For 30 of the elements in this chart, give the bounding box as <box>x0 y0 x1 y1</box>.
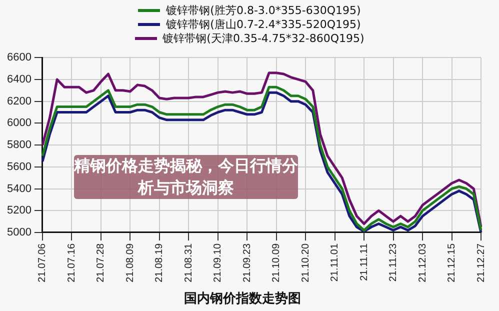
x-tick-label: 21.08.09 <box>124 243 136 282</box>
x-tick-label: 21.11.11 <box>358 243 370 281</box>
x-tick-label: 21.12.03 <box>417 243 428 282</box>
y-tick-label: 6400 <box>6 73 32 86</box>
x-tick-label: 21.07.06 <box>37 243 48 282</box>
x-tick-label: 21.09.23 <box>242 243 253 282</box>
legend-label: 镀锌带钢(胜芳0.8-3.0*355-630Q195) <box>166 2 361 18</box>
y-tick-label: 5800 <box>6 139 32 152</box>
annotation: 精钢价格走势揭秘，今日行情分析与市场洞察 <box>74 155 298 199</box>
y-tick-label: 5600 <box>6 160 32 173</box>
y-tick-label: 6200 <box>6 95 32 108</box>
x-tick-label: 21.08.31 <box>183 243 194 282</box>
y-tick-label: 5400 <box>6 182 32 195</box>
x-tick-label: 21.11.23 <box>388 243 400 282</box>
x-tick-label: 21.08.19 <box>154 243 166 282</box>
x-tick-label: 21.11.01 <box>330 243 341 282</box>
y-tick-label: 6000 <box>6 117 32 130</box>
y-tick-label: 6600 <box>6 52 32 64</box>
x-tick-label: 21.07.28 <box>96 243 107 282</box>
x-tick-label: 21.10.20 <box>300 243 312 282</box>
x-tick-label: 21.07.16 <box>66 243 78 282</box>
x-tick-label: 21.12.27 <box>476 243 487 282</box>
x-tick-label: 21.09.10 <box>212 243 224 282</box>
x-tick-label: 21.12.15 <box>446 243 458 282</box>
legend-label: 镀锌带钢(唐山0.7-2.4*335-520Q195) <box>166 16 361 32</box>
x-tick-label: 21.10.09 <box>271 243 282 282</box>
text: 国内钢价指数走势图 <box>184 290 301 307</box>
y-tick-label: 5000 <box>6 226 32 239</box>
legend-label: 镀锌带钢(天津0.35-4.75*32-860Q195) <box>162 30 364 46</box>
y-tick-label: 5200 <box>6 204 32 217</box>
